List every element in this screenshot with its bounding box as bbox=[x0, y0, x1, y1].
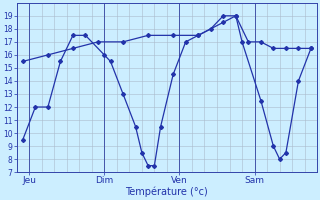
X-axis label: Température (°c): Température (°c) bbox=[125, 187, 208, 197]
